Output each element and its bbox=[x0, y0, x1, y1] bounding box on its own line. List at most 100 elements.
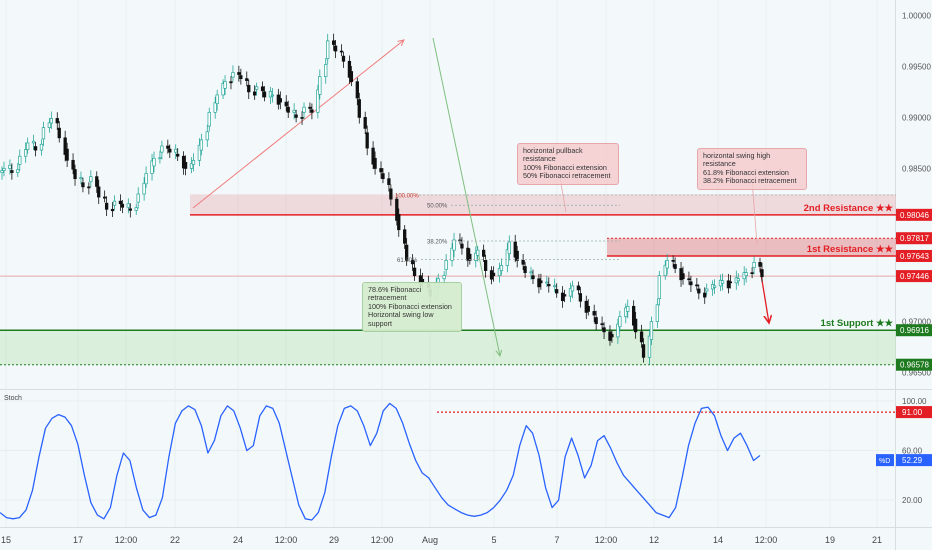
candle-body bbox=[497, 268, 502, 277]
x-tick-label: 24 bbox=[233, 535, 243, 545]
candle-body bbox=[736, 278, 740, 282]
candle-body bbox=[624, 307, 628, 317]
candle-body bbox=[8, 164, 12, 169]
candle-body bbox=[405, 244, 409, 261]
y-tick-label: 0.97000 bbox=[902, 318, 931, 327]
candle-body bbox=[681, 273, 685, 280]
candle-body bbox=[639, 331, 644, 343]
annotation-pullback-resistance: horizontal pullback resistance 100% Fibo… bbox=[517, 143, 619, 185]
candle-body bbox=[31, 140, 36, 144]
support-zone bbox=[0, 330, 896, 365]
candle-body bbox=[529, 271, 533, 274]
x-tick-label: 29 bbox=[329, 535, 339, 545]
candle-body bbox=[308, 106, 312, 109]
candle-body bbox=[215, 94, 219, 104]
candle-body bbox=[633, 318, 638, 333]
candle-body bbox=[355, 81, 359, 99]
y-tick-label: 1.00000 bbox=[902, 11, 931, 20]
x-tick-label: 19 bbox=[825, 535, 835, 545]
candle-body bbox=[515, 250, 519, 261]
candle-body bbox=[95, 176, 99, 187]
price-level-tag bbox=[896, 249, 932, 262]
candle-body bbox=[71, 159, 75, 170]
fib-level-label: 38.20% bbox=[427, 239, 448, 245]
uptrend-projection-arrow bbox=[192, 40, 404, 209]
candle-body bbox=[63, 137, 67, 155]
candle-body bbox=[89, 176, 93, 183]
candle-body bbox=[412, 267, 417, 277]
candle-body bbox=[223, 81, 227, 89]
x-tick-label: 7 bbox=[554, 535, 559, 545]
candle-body bbox=[286, 106, 290, 113]
candle-body bbox=[231, 72, 235, 78]
candle-body bbox=[166, 145, 170, 149]
candle-body bbox=[521, 260, 525, 265]
candle-body bbox=[389, 188, 393, 200]
candle-body bbox=[460, 243, 464, 249]
candle-body bbox=[245, 78, 249, 81]
candle-body bbox=[468, 253, 472, 261]
candle-body bbox=[57, 127, 61, 139]
x-tick-label: 22 bbox=[170, 535, 180, 545]
candle-body bbox=[176, 153, 180, 157]
annotation-pointer bbox=[751, 179, 758, 245]
x-tick-label: 15 bbox=[1, 535, 11, 545]
candle-body bbox=[357, 99, 361, 118]
x-tick-label: 12:00 bbox=[115, 535, 138, 545]
x-tick-label: 12:00 bbox=[755, 535, 778, 545]
x-tick-label: 12:00 bbox=[275, 535, 298, 545]
candle-body bbox=[134, 207, 138, 211]
candle-body bbox=[0, 170, 4, 173]
stoch-series-badge bbox=[876, 454, 894, 467]
candle-body bbox=[239, 75, 243, 79]
fib-level-label: 61.80% bbox=[397, 258, 418, 264]
y-tick-label: 0.99500 bbox=[902, 62, 931, 71]
candle-body bbox=[720, 280, 725, 284]
candle-body bbox=[671, 260, 675, 262]
candle-body bbox=[41, 127, 46, 140]
candle-body bbox=[663, 264, 667, 277]
candle-body bbox=[452, 239, 456, 251]
candle-body bbox=[568, 288, 573, 297]
candle-body bbox=[371, 147, 375, 165]
candle-body bbox=[268, 90, 273, 98]
candle-body bbox=[647, 335, 652, 358]
candle-body bbox=[610, 334, 614, 338]
candle-body bbox=[16, 169, 20, 173]
candle-body bbox=[205, 131, 209, 141]
candle-body bbox=[553, 285, 557, 288]
candle-body bbox=[65, 148, 69, 161]
stoch-value-tag-label: 52.29 bbox=[902, 456, 923, 465]
candle-body bbox=[578, 293, 583, 302]
stoch-series-badge-label: %D bbox=[879, 458, 890, 465]
candle-body bbox=[592, 311, 596, 316]
candle-body bbox=[104, 202, 109, 210]
annotation-swing-low-support: 78.6% Fibonacci retracement 100% Fibonac… bbox=[362, 282, 462, 333]
level-name-label: 1st Support ★★ bbox=[821, 318, 894, 329]
candle-body bbox=[560, 292, 565, 302]
candle-body bbox=[381, 173, 385, 180]
candle-body bbox=[505, 249, 509, 266]
resistance-zone-2 bbox=[190, 194, 896, 215]
candle-body bbox=[24, 149, 28, 157]
candle-body bbox=[545, 281, 549, 284]
candle-body bbox=[189, 163, 194, 169]
candle-body bbox=[126, 203, 130, 208]
candle-body bbox=[695, 284, 699, 287]
price-level-tag bbox=[896, 358, 932, 371]
fib-level-label: 50.00% bbox=[427, 204, 448, 210]
candle-body bbox=[444, 260, 448, 270]
candle-body bbox=[213, 102, 217, 113]
candle-body bbox=[395, 198, 399, 221]
candle-body bbox=[33, 146, 38, 151]
candle-body bbox=[110, 208, 115, 212]
candle-body bbox=[102, 196, 107, 199]
candle-body bbox=[39, 143, 44, 151]
candle-body bbox=[758, 262, 762, 267]
candle-body bbox=[341, 55, 346, 62]
candle-body bbox=[152, 157, 156, 167]
candle-body bbox=[507, 241, 511, 255]
candle-body bbox=[712, 285, 717, 288]
stoch-tick-label: 20.00 bbox=[902, 496, 923, 505]
